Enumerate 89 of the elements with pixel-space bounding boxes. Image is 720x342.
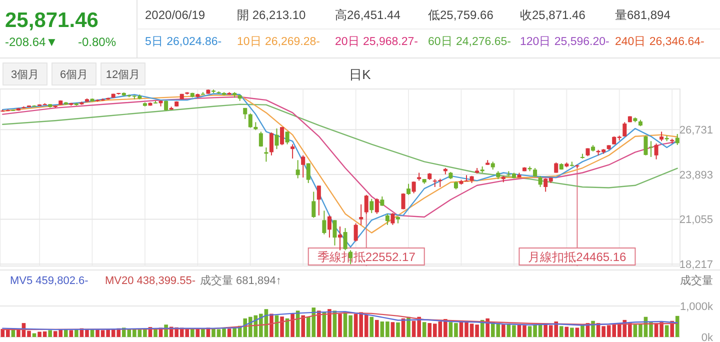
bar bbox=[675, 316, 680, 337]
candlestick bbox=[406, 183, 411, 196]
bar bbox=[227, 328, 232, 337]
text: 開 26,213.10 bbox=[237, 8, 306, 22]
y-tick-label: 0k bbox=[701, 332, 714, 342]
text: 25,871.46 bbox=[5, 9, 98, 32]
text: 收25,871.46 bbox=[520, 8, 586, 22]
candlestick bbox=[248, 112, 252, 128]
bar bbox=[190, 328, 194, 337]
bar bbox=[280, 316, 284, 337]
bar bbox=[390, 322, 395, 337]
line-series bbox=[2, 104, 678, 188]
bar bbox=[301, 315, 305, 337]
candlestick bbox=[316, 185, 321, 216]
candlestick bbox=[380, 196, 384, 206]
bar bbox=[328, 309, 332, 337]
candlestick bbox=[301, 154, 306, 178]
y-tick-label: 23,893 bbox=[679, 169, 713, 182]
candlestick bbox=[359, 204, 364, 226]
bar bbox=[564, 326, 569, 337]
bar bbox=[64, 330, 68, 337]
candlestick bbox=[274, 128, 279, 150]
bar bbox=[290, 314, 294, 337]
candlestick bbox=[327, 214, 332, 238]
chart-title: 日K bbox=[349, 67, 372, 82]
candlestick bbox=[390, 212, 395, 226]
text: 6個月 bbox=[60, 69, 88, 81]
y-tick-label: 21,055 bbox=[679, 214, 713, 226]
bar bbox=[375, 320, 379, 337]
bar bbox=[48, 330, 52, 337]
bar bbox=[69, 330, 74, 337]
text: -208.64▼ bbox=[5, 35, 58, 49]
text: MV20 438,399.55- bbox=[105, 275, 196, 287]
bar bbox=[338, 314, 342, 337]
y-tick-label: 1,000k bbox=[680, 300, 714, 313]
candlestick bbox=[322, 210, 326, 235]
text: 120日 25,596.20- bbox=[520, 35, 610, 48]
text: 3個月 bbox=[10, 69, 40, 81]
candlestick bbox=[374, 198, 379, 214]
candlestick bbox=[660, 131, 664, 142]
text: 5日 26,024.86- bbox=[145, 35, 222, 48]
bar bbox=[396, 322, 400, 337]
candlestick bbox=[306, 162, 310, 184]
candlestick bbox=[269, 132, 274, 156]
candlestick bbox=[280, 126, 284, 146]
bar bbox=[74, 330, 78, 337]
candlestick bbox=[385, 213, 390, 226]
candlestick bbox=[401, 192, 406, 210]
candlestick bbox=[654, 143, 658, 160]
text: 低25,759.66 bbox=[428, 8, 494, 22]
candlestick bbox=[338, 226, 342, 251]
candlestick bbox=[285, 131, 290, 145]
candlestick bbox=[258, 131, 263, 148]
text: 高26,451.44 bbox=[335, 8, 401, 22]
y-axis-title: 成交量 bbox=[680, 274, 713, 287]
candlestick bbox=[538, 175, 542, 188]
text: 20日 25,968.27- bbox=[335, 35, 418, 48]
bar bbox=[575, 328, 580, 337]
bar bbox=[664, 325, 669, 337]
candlestick bbox=[164, 100, 168, 112]
text: -0.80% bbox=[78, 35, 116, 49]
bar bbox=[570, 328, 574, 337]
y-tick-label: 18,217 bbox=[679, 259, 713, 271]
candlestick bbox=[370, 198, 374, 214]
candlestick bbox=[312, 191, 316, 218]
text: 240日 26,346.64- bbox=[615, 35, 705, 48]
candlestick bbox=[554, 162, 558, 174]
text: 12個月 bbox=[106, 69, 140, 81]
text: 量681,894 bbox=[615, 8, 671, 22]
candlestick bbox=[290, 144, 295, 160]
text: 成交量 681,894↑ bbox=[200, 274, 282, 287]
y-tick-label: 26,731 bbox=[679, 124, 713, 136]
text: 2020/06/19 bbox=[145, 8, 206, 22]
bar bbox=[370, 316, 374, 337]
bar bbox=[560, 326, 564, 337]
candlestick bbox=[332, 220, 337, 246]
text: 60日 24,276.65- bbox=[428, 35, 512, 48]
candlestick bbox=[264, 146, 268, 162]
bar bbox=[502, 324, 506, 337]
candlestick bbox=[354, 222, 358, 242]
text: 10日 26,269.28- bbox=[237, 35, 320, 48]
candlestick bbox=[622, 122, 627, 137]
bar bbox=[422, 322, 426, 337]
candlestick bbox=[675, 134, 680, 146]
candlestick bbox=[343, 228, 348, 251]
text: MV5 459,802.6- bbox=[10, 275, 89, 287]
candlestick bbox=[364, 194, 368, 214]
annotation: 月線扣抵24465.16 bbox=[528, 250, 627, 264]
candlestick bbox=[296, 160, 300, 179]
